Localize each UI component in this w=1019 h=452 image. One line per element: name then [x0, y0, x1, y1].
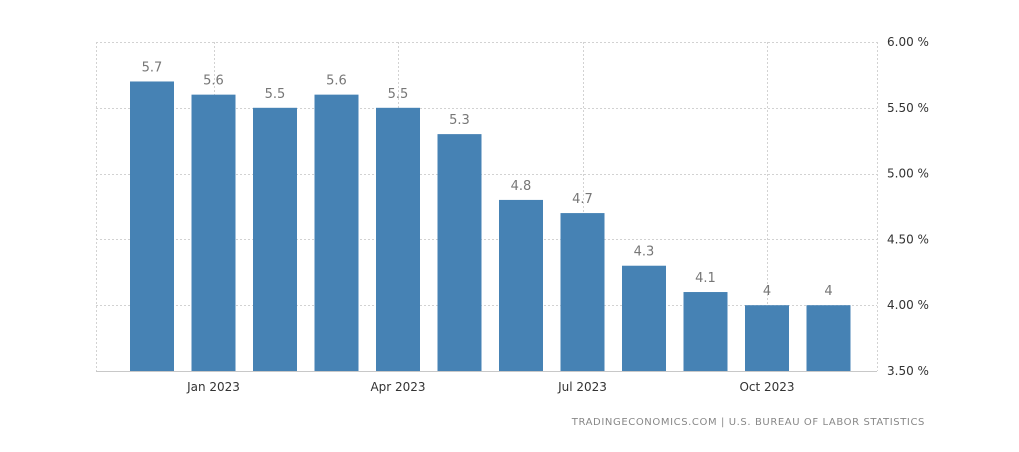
data-label: 4.3	[634, 245, 655, 260]
x-tick-label: Apr 2023	[370, 380, 425, 394]
bar	[437, 134, 482, 371]
bar	[745, 305, 789, 371]
bar	[683, 292, 728, 371]
y-tick-label: 4.50 %	[887, 232, 929, 246]
y-tick-label: 5.00 %	[887, 167, 929, 181]
data-label: 4	[824, 284, 832, 299]
bar	[560, 213, 605, 371]
source-credit: TRADINGECONOMICS.COM | U.S. BUREAU OF LA…	[571, 417, 925, 428]
y-tick-label: 6.00 %	[887, 35, 929, 49]
bar	[499, 199, 543, 371]
data-label: 5.6	[326, 74, 347, 89]
bar	[253, 107, 297, 372]
x-tick-label: Jan 2023	[186, 380, 240, 394]
y-tick-label: 3.50 %	[887, 364, 929, 378]
data-label: 5.6	[203, 74, 224, 89]
data-label: 4.7	[572, 192, 593, 207]
data-label: 4.8	[511, 179, 532, 194]
bar	[130, 81, 174, 371]
data-label: 5.7	[142, 60, 163, 75]
data-label: 4	[763, 284, 771, 299]
x-tick-label: Jul 2023	[557, 380, 607, 394]
x-tick-label: Oct 2023	[739, 380, 794, 394]
bar	[806, 305, 851, 371]
data-label: 5.3	[449, 113, 470, 128]
bar	[376, 107, 420, 372]
data-label: 5.5	[265, 87, 286, 102]
bar	[622, 265, 666, 371]
bar	[191, 94, 236, 371]
y-tick-label: 4.00 %	[887, 298, 929, 312]
data-label: 5.5	[388, 87, 409, 102]
bar	[314, 94, 359, 371]
data-label: 4.1	[695, 271, 716, 286]
y-tick-label: 5.50 %	[887, 101, 929, 115]
